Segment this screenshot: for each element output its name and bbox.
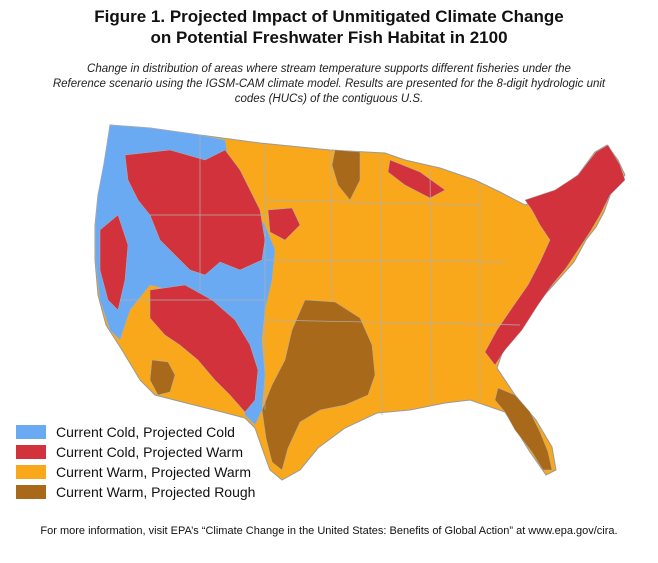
- footer-note: For more information, visit EPA’s “Clima…: [40, 525, 618, 537]
- legend-item-cold-cold: Current Cold, Projected Cold: [16, 423, 255, 441]
- legend-label: Current Cold, Projected Cold: [56, 424, 235, 440]
- figure-subtitle: Change in distribution of areas where st…: [30, 62, 628, 107]
- legend-item-warm-rough: Current Warm, Projected Rough: [16, 483, 255, 501]
- legend-swatch: [16, 445, 46, 459]
- region-warm-rough: [149, 149, 553, 471]
- legend-swatch: [16, 465, 46, 479]
- map-legend: Current Cold, Projected Cold Current Col…: [16, 423, 255, 503]
- legend-swatch: [16, 425, 46, 439]
- legend-label: Current Warm, Projected Warm: [56, 464, 251, 480]
- subtitle-line-2: Reference scenario using the IGSM-CAM cl…: [52, 78, 606, 90]
- figure-title: Figure 1. Projected Impact of Unmitigate…: [0, 6, 658, 48]
- subtitle-line-3: codes (HUCs) of the contiguous U.S.: [234, 93, 424, 105]
- state-boundaries: [120, 135, 521, 416]
- title-line-2: on Potential Freshwater Fish Habitat in …: [150, 28, 508, 47]
- legend-label: Current Cold, Projected Warm: [56, 444, 243, 460]
- legend-item-cold-warm: Current Cold, Projected Warm: [16, 443, 255, 461]
- legend-label: Current Warm, Projected Rough: [56, 484, 256, 500]
- legend-swatch: [16, 485, 46, 499]
- legend-item-warm-warm: Current Warm, Projected Warm: [16, 463, 255, 481]
- subtitle-line-1: Change in distribution of areas where st…: [87, 63, 571, 75]
- region-cold-warm: [99, 144, 626, 413]
- title-line-1: Figure 1. Projected Impact of Unmitigate…: [94, 7, 564, 26]
